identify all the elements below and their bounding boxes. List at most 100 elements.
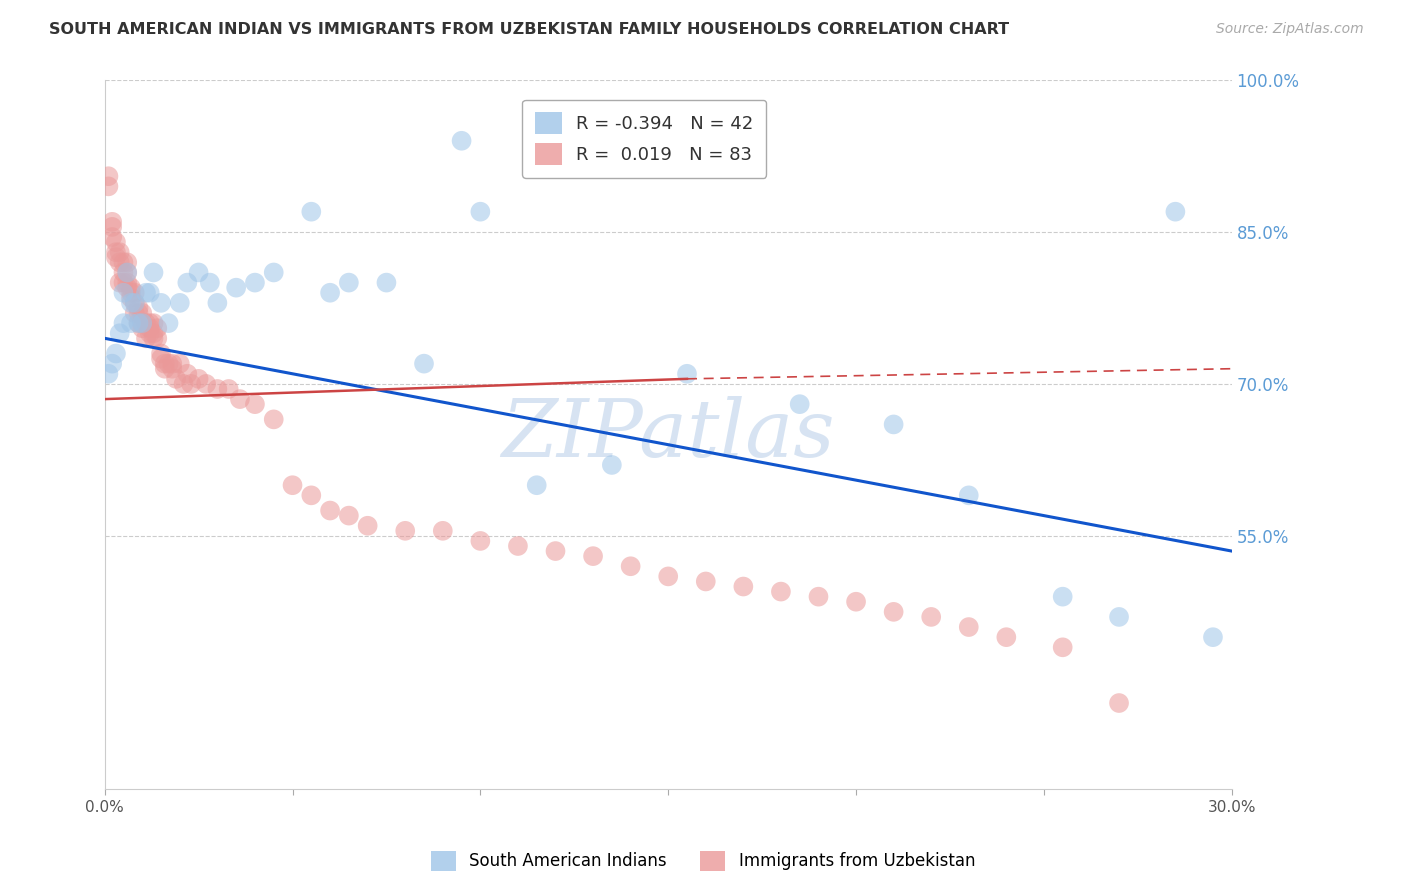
Point	[108, 276, 131, 290]
Point	[1052, 590, 1074, 604]
Point	[207, 296, 229, 310]
Point	[162, 361, 184, 376]
Point	[413, 357, 436, 371]
Point	[97, 367, 120, 381]
Point	[243, 276, 266, 290]
Point	[432, 524, 454, 538]
Point	[695, 574, 717, 589]
Point	[124, 296, 146, 310]
Point	[124, 306, 146, 320]
Point	[229, 392, 252, 406]
Point	[600, 458, 623, 472]
Point	[676, 367, 699, 381]
Point	[187, 265, 209, 279]
Point	[337, 508, 360, 523]
Point	[101, 219, 124, 234]
Point	[104, 245, 127, 260]
Point	[450, 134, 472, 148]
Point	[135, 316, 157, 330]
Point	[299, 488, 322, 502]
Point	[319, 285, 342, 300]
Point	[176, 367, 198, 381]
Point	[582, 549, 605, 563]
Point	[146, 321, 169, 335]
Point	[104, 346, 127, 360]
Point	[845, 595, 868, 609]
Point	[195, 376, 218, 391]
Point	[375, 276, 398, 290]
Point	[920, 610, 942, 624]
Point	[198, 276, 221, 290]
Point	[789, 397, 811, 411]
Legend: South American Indians, Immigrants from Uzbekistan: South American Indians, Immigrants from …	[423, 842, 983, 880]
Point	[108, 255, 131, 269]
Point	[131, 321, 153, 335]
Point	[139, 321, 162, 335]
Point	[101, 357, 124, 371]
Point	[108, 245, 131, 260]
Point	[995, 630, 1018, 644]
Point	[807, 590, 830, 604]
Point	[169, 357, 191, 371]
Point	[97, 169, 120, 184]
Point	[1108, 696, 1130, 710]
Point	[150, 351, 173, 366]
Point	[124, 296, 146, 310]
Point	[1164, 204, 1187, 219]
Point	[146, 331, 169, 345]
Point	[263, 265, 285, 279]
Point	[142, 265, 165, 279]
Point	[139, 326, 162, 341]
Point	[112, 265, 135, 279]
Point	[124, 285, 146, 300]
Point	[173, 376, 195, 391]
Point	[176, 276, 198, 290]
Point	[120, 280, 142, 294]
Point	[957, 488, 980, 502]
Point	[115, 255, 138, 269]
Point	[104, 235, 127, 249]
Point	[207, 382, 229, 396]
Point	[112, 276, 135, 290]
Point	[115, 276, 138, 290]
Point	[1202, 630, 1225, 644]
Point	[127, 316, 149, 330]
Point	[131, 306, 153, 320]
Point	[153, 357, 176, 371]
Point	[157, 316, 180, 330]
Point	[957, 620, 980, 634]
Point	[112, 255, 135, 269]
Point	[657, 569, 679, 583]
Point	[115, 265, 138, 279]
Point	[281, 478, 304, 492]
Point	[544, 544, 567, 558]
Point	[470, 204, 492, 219]
Point	[127, 316, 149, 330]
Point	[112, 316, 135, 330]
Point	[127, 301, 149, 315]
Point	[225, 280, 247, 294]
Point	[243, 397, 266, 411]
Point	[101, 215, 124, 229]
Point	[299, 204, 322, 219]
Point	[1108, 610, 1130, 624]
Point	[883, 605, 905, 619]
Point	[180, 376, 202, 391]
Text: ZIPatlas: ZIPatlas	[502, 396, 835, 474]
Point	[139, 285, 162, 300]
Point	[169, 296, 191, 310]
Point	[356, 518, 378, 533]
Point	[218, 382, 240, 396]
Point	[97, 179, 120, 194]
Point	[150, 346, 173, 360]
Point	[131, 316, 153, 330]
Point	[470, 533, 492, 548]
Point	[150, 296, 173, 310]
Text: Source: ZipAtlas.com: Source: ZipAtlas.com	[1216, 22, 1364, 37]
Point	[263, 412, 285, 426]
Point	[142, 326, 165, 341]
Point	[337, 276, 360, 290]
Point	[142, 331, 165, 345]
Point	[526, 478, 548, 492]
Text: SOUTH AMERICAN INDIAN VS IMMIGRANTS FROM UZBEKISTAN FAMILY HOUSEHOLDS CORRELATIO: SOUTH AMERICAN INDIAN VS IMMIGRANTS FROM…	[49, 22, 1010, 37]
